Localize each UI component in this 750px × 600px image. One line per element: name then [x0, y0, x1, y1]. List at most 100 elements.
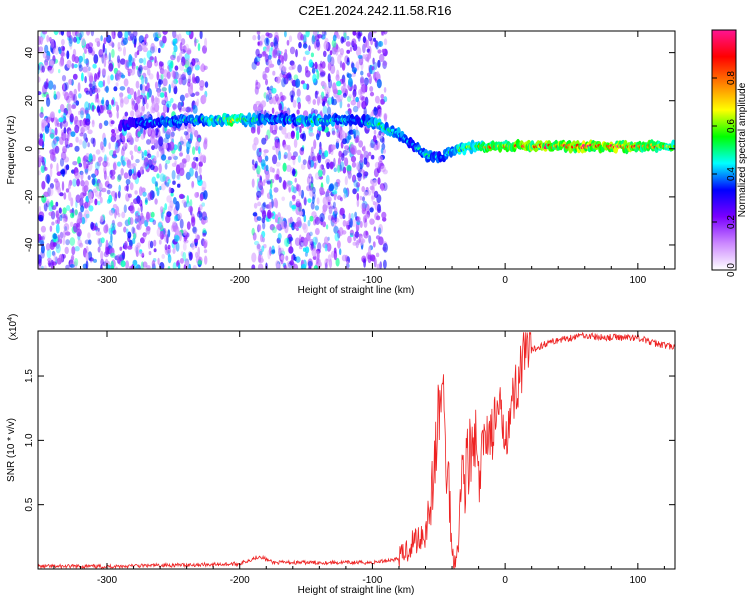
spectrogram-speckle	[277, 232, 282, 240]
spectrogram-speckle	[60, 31, 65, 36]
spectrogram-speckle	[94, 169, 98, 176]
spectrogram-speckle	[88, 205, 94, 212]
spectrogram-speckle	[82, 140, 87, 149]
spectrogram-speckle	[295, 256, 301, 263]
spectrogram-speckle	[151, 176, 157, 184]
spectrogram-speckle	[317, 169, 323, 178]
spectrogram-speckle	[117, 174, 122, 181]
spectrogram-speckle	[103, 137, 107, 147]
spectrogram-speckle	[383, 113, 387, 122]
spectrogram-speckle	[304, 50, 310, 56]
spectrogram-speckle	[161, 87, 167, 92]
spectrogram-speckle	[147, 192, 152, 201]
spectrogram-speckle	[82, 156, 88, 165]
spectrogram-speckle	[96, 98, 100, 103]
spectrogram-speckle	[285, 237, 290, 248]
spectrogram-speckle	[58, 31, 62, 35]
spectrogram-speckle	[255, 56, 261, 63]
spectrogram-speckle	[325, 92, 330, 99]
spectrogram-speckle	[277, 245, 281, 251]
spectrogram-speckle	[156, 173, 160, 179]
spectrogram-speckle	[305, 31, 310, 38]
spectrogram-speckle	[195, 157, 199, 162]
spectrogram-speckle	[306, 176, 311, 185]
spectrogram-speckle	[105, 85, 109, 94]
spectrogram-speckle	[145, 214, 150, 223]
spectrogram-speckle	[57, 216, 60, 225]
spectrogram-speckle	[129, 150, 133, 156]
spectrogram-speckle	[194, 37, 197, 47]
spectrogram-speckle	[372, 201, 376, 206]
spectrogram-speckle	[288, 218, 294, 223]
spectrogram-speckle	[302, 83, 308, 90]
spectrogram-speckle	[359, 195, 363, 201]
spectrogram-speckle	[84, 76, 87, 84]
spectrogram-speckle	[327, 97, 333, 105]
spectrogram-speckle	[91, 178, 96, 186]
spectrogram-speckle	[362, 54, 366, 60]
spectrogram-speckle	[186, 195, 190, 204]
spectrogram-speckle	[358, 237, 362, 244]
spectrogram-speckle	[265, 94, 270, 103]
spectrogram-speckle	[58, 69, 61, 74]
y-tick-label: -40	[24, 237, 35, 252]
spectrogram-speckle	[328, 184, 334, 192]
spectrogram-speckle	[324, 150, 329, 158]
spectrogram-speckle	[97, 194, 101, 199]
spectrogram-speckle	[168, 186, 172, 194]
spectrogram-speckle	[265, 32, 270, 37]
spectrogram-speckle	[179, 152, 183, 158]
spectrogram-speckle	[289, 90, 296, 98]
spectrogram-speckle	[143, 232, 147, 240]
spectrogram-speckle	[102, 79, 106, 87]
spectrogram-speckle	[48, 262, 51, 268]
spectrogram-speckle	[135, 264, 141, 269]
spectrogram-speckle	[192, 73, 196, 84]
spectrogram-speckle	[99, 215, 104, 223]
spectrogram-speckle	[292, 263, 299, 269]
spectrogram-speckle	[187, 81, 191, 87]
spectrogram-speckle	[54, 127, 58, 136]
spectrogram-speckle	[146, 59, 153, 69]
spectrogram-speckle	[50, 111, 55, 119]
spectrogram-speckle	[143, 149, 148, 157]
spectrogram-speckle	[113, 86, 118, 92]
spectrogram-speckle	[284, 49, 288, 54]
spectrogram-speckle	[194, 233, 199, 240]
spectrogram-speckle	[159, 206, 164, 214]
spectrogram-speckle	[261, 217, 266, 224]
spectrogram-speckle	[308, 45, 311, 52]
spectrogram-speckle	[177, 142, 181, 150]
spectrogram-speckle	[123, 78, 129, 87]
spectrogram-speckle	[314, 236, 319, 244]
spectrogram-speckle	[376, 215, 381, 221]
spectrogram-speckle	[101, 145, 105, 153]
spectrogram-speckle	[175, 242, 180, 252]
spectrogram-speckle	[49, 60, 55, 66]
spectrogram-speckle	[199, 31, 203, 40]
spectrogram-speckle	[116, 174, 122, 183]
spectrogram-speckle	[111, 219, 115, 227]
spectrogram-speckle	[355, 46, 362, 57]
spectrogram-speckle	[262, 50, 267, 56]
spectrogram-speckle	[110, 74, 114, 81]
spectrogram-speckle	[142, 191, 147, 197]
spectrogram-speckle	[271, 249, 276, 254]
spectrogram-speckle	[132, 57, 136, 63]
spectrogram-speckle	[201, 202, 205, 207]
spectrogram-speckle	[40, 265, 44, 269]
spectrogram-speckle	[105, 239, 109, 247]
spectrogram-speckle	[373, 129, 377, 135]
spectrogram-speckle	[327, 61, 332, 71]
spectrogram-speckle	[311, 241, 314, 250]
spectrogram-speckle	[362, 36, 366, 44]
spectrogram-speckle	[273, 37, 278, 47]
spectrogram-speckle	[344, 189, 349, 198]
spectrogram-speckle	[120, 58, 126, 65]
spectrogram-speckle	[77, 82, 81, 92]
spectrogram-speckle	[187, 123, 191, 128]
spectrogram-speckle	[198, 161, 203, 167]
spectrogram-speckle	[372, 179, 378, 187]
spectrogram-speckle	[55, 243, 61, 254]
